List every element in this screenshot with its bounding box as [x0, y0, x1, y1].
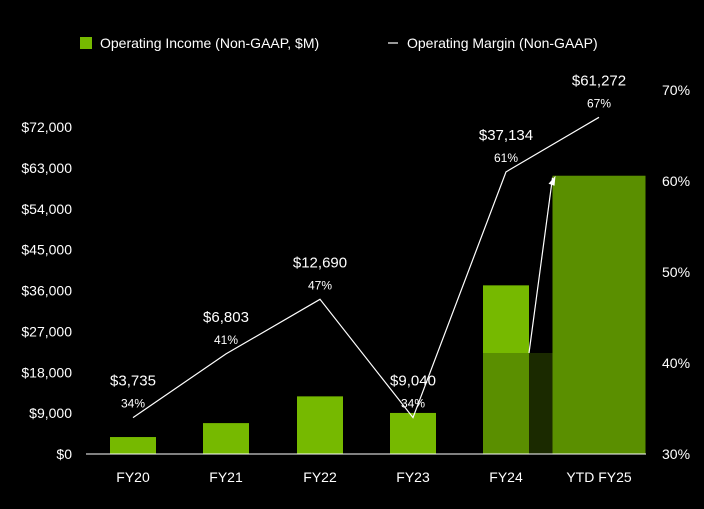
margin-label: 61% [494, 151, 518, 165]
bar [552, 175, 646, 454]
y2-axis-tick-label: 70% [662, 82, 690, 98]
legend-label-line: Operating Margin (Non-GAAP) [407, 35, 598, 51]
margin-label: 67% [587, 96, 611, 110]
y-axis-tick-label: $45,000 [21, 242, 72, 258]
y-axis-tick-label: $27,000 [21, 323, 72, 339]
y-axis-tick-label: $72,000 [21, 119, 72, 135]
bar [390, 412, 436, 454]
value-label: $37,134 [479, 127, 533, 144]
y-axis-tick-label: $0 [56, 446, 72, 462]
y2-axis-tick-label: 60% [662, 173, 690, 189]
bar [483, 285, 529, 353]
bar [483, 353, 529, 454]
bar [297, 396, 343, 454]
y2-axis-tick-label: 40% [662, 355, 690, 371]
x-axis-tick-label: FY21 [209, 469, 243, 485]
connector-arrowhead [548, 175, 556, 186]
y-axis-tick-label: $54,000 [21, 201, 72, 217]
margin-label: 41% [214, 333, 238, 347]
x-axis-tick-label: FY22 [303, 469, 337, 485]
value-label: $9,040 [390, 373, 436, 390]
margin-label: 34% [121, 397, 145, 411]
x-axis-tick-label: YTD FY25 [566, 469, 632, 485]
x-axis-tick-label: FY20 [116, 469, 150, 485]
y-axis-tick-label: $18,000 [21, 364, 72, 380]
y2-axis-tick-label: 50% [662, 264, 690, 280]
y2-axis-tick-label: 30% [662, 446, 690, 462]
highlight-shade [529, 353, 553, 454]
y-axis-tick-label: $9,000 [29, 405, 72, 421]
value-label: $61,272 [572, 72, 626, 89]
margin-series-line [132, 116, 600, 419]
value-label: $3,735 [110, 373, 156, 390]
legend-label-bar: Operating Income (Non-GAAP, $M) [100, 35, 319, 51]
y-axis-tick-label: $63,000 [21, 160, 72, 176]
x-axis-tick-label: FY23 [396, 469, 430, 485]
margin-label: 47% [308, 278, 332, 292]
value-label: $12,690 [293, 254, 347, 271]
value-label: $6,803 [203, 309, 249, 326]
connector-line [528, 177, 554, 354]
legend-swatch-bar [80, 37, 92, 49]
y-axis-tick-label: $36,000 [21, 283, 72, 299]
bar [110, 437, 156, 454]
bar [203, 423, 249, 454]
margin-label: 34% [401, 397, 425, 411]
x-axis-tick-label: FY24 [489, 469, 523, 485]
